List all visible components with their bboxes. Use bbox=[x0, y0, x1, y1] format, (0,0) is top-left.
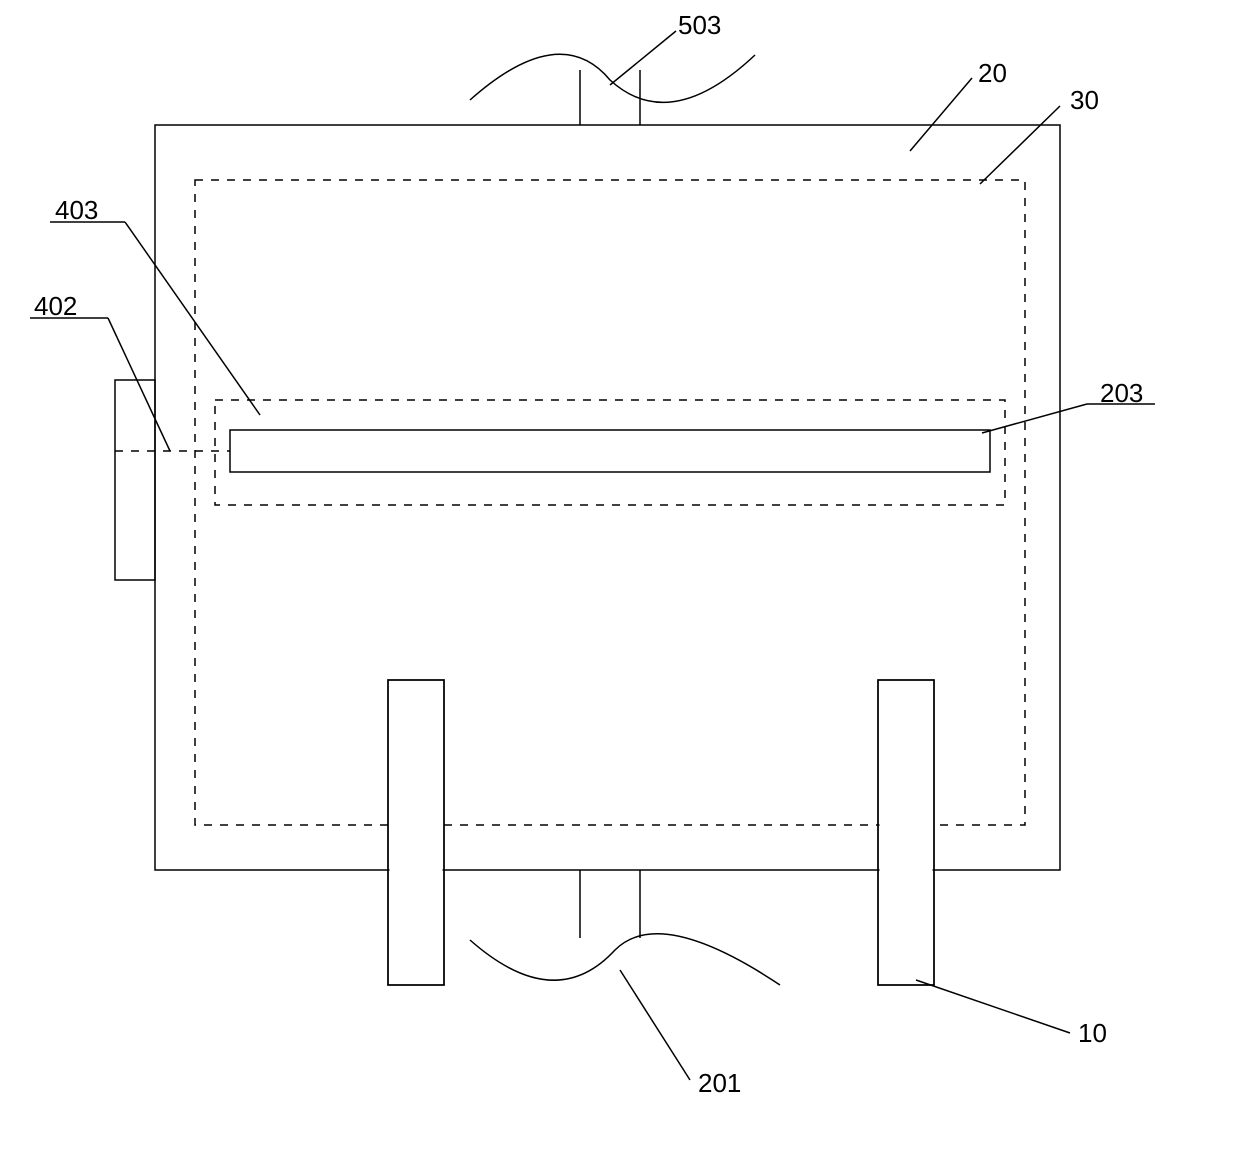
inner-slot bbox=[230, 430, 990, 472]
leader-lead_203 bbox=[982, 404, 1087, 433]
label-10: 10 bbox=[1078, 1018, 1107, 1049]
leg-right bbox=[878, 680, 934, 985]
label-402: 402 bbox=[34, 291, 77, 322]
leg-right-outline bbox=[878, 680, 934, 985]
leg-left bbox=[388, 680, 444, 985]
leader-lead_201 bbox=[620, 970, 690, 1080]
leader-lead_30 bbox=[980, 106, 1060, 184]
mask bbox=[880, 868, 933, 872]
leader-lead_10 bbox=[916, 980, 1070, 1033]
label-503: 503 bbox=[678, 10, 721, 41]
leg-left-outline bbox=[388, 680, 444, 985]
leader-lead_403 bbox=[125, 222, 260, 415]
outer-housing bbox=[155, 125, 1060, 870]
mask bbox=[880, 823, 933, 827]
leader-lead_503 bbox=[610, 31, 676, 85]
inner-dashed-frame bbox=[195, 180, 1025, 825]
top-break-curve bbox=[470, 54, 755, 102]
mask bbox=[390, 868, 443, 872]
left-block bbox=[115, 380, 155, 580]
mask bbox=[390, 823, 443, 827]
label-30: 30 bbox=[1070, 85, 1099, 116]
leader-lead_402 bbox=[108, 318, 170, 451]
diagram-svg bbox=[0, 0, 1240, 1155]
diagram-stage: 503 20 30 403 402 203 10 201 bbox=[0, 0, 1240, 1155]
leader-lead_20 bbox=[910, 78, 972, 151]
label-203: 203 bbox=[1100, 378, 1143, 409]
label-201: 201 bbox=[698, 1068, 741, 1099]
middle-dashed-band bbox=[215, 400, 1005, 505]
label-403: 403 bbox=[55, 195, 98, 226]
label-20: 20 bbox=[978, 58, 1007, 89]
